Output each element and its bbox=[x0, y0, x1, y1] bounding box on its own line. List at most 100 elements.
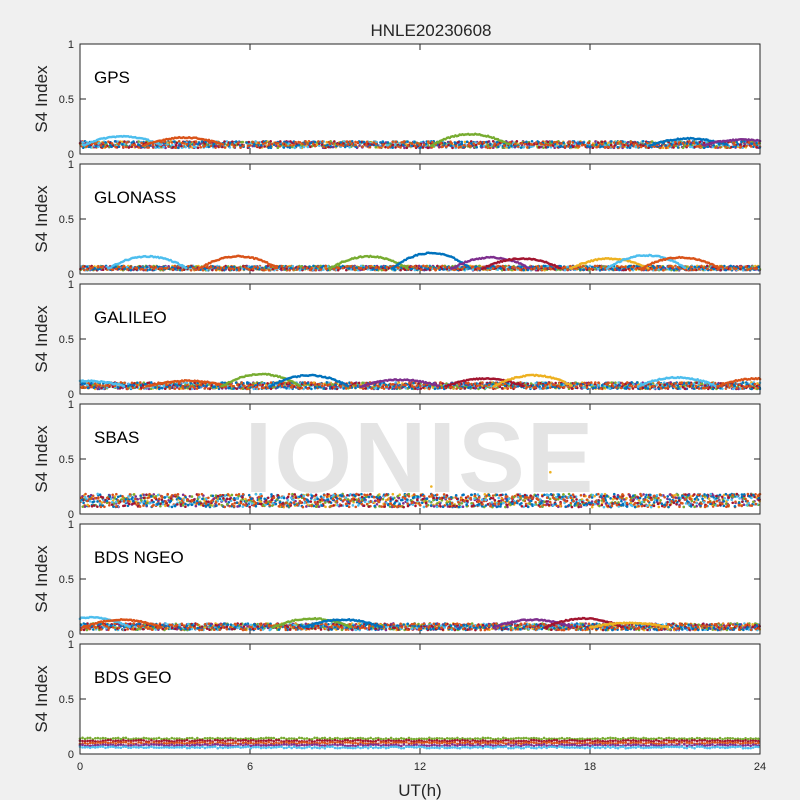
data-point bbox=[560, 142, 563, 145]
data-point bbox=[613, 268, 617, 271]
data-point bbox=[579, 268, 582, 271]
data-point bbox=[515, 139, 519, 143]
data-point bbox=[655, 266, 659, 270]
data-point bbox=[232, 145, 236, 148]
data-point bbox=[365, 143, 368, 147]
data-point bbox=[231, 267, 235, 271]
data-point bbox=[405, 146, 409, 150]
data-point bbox=[319, 268, 322, 271]
data-point bbox=[269, 145, 273, 148]
data-point bbox=[374, 145, 378, 149]
data-point bbox=[664, 146, 668, 150]
data-point bbox=[207, 145, 210, 149]
data-point bbox=[685, 142, 689, 145]
data-point bbox=[544, 264, 547, 268]
data-point bbox=[583, 143, 587, 147]
data-point bbox=[636, 145, 640, 148]
data-point bbox=[312, 264, 315, 268]
data-point bbox=[417, 264, 421, 268]
data-point bbox=[733, 143, 736, 147]
data-point bbox=[308, 265, 311, 268]
data-point bbox=[101, 265, 105, 268]
data-point bbox=[729, 264, 733, 268]
data-point bbox=[543, 143, 547, 147]
data-point bbox=[621, 145, 625, 148]
data-point bbox=[156, 145, 159, 148]
data-point bbox=[339, 143, 343, 147]
data-point bbox=[200, 140, 204, 143]
data-point bbox=[610, 140, 613, 143]
data-point bbox=[641, 139, 645, 143]
data-point bbox=[639, 143, 642, 146]
data-point bbox=[110, 145, 113, 149]
data-point bbox=[502, 144, 506, 148]
data-point bbox=[292, 143, 295, 147]
data-point bbox=[242, 268, 246, 271]
data-point bbox=[427, 140, 430, 143]
data-point bbox=[263, 141, 267, 145]
data-point bbox=[659, 146, 662, 150]
data-point bbox=[739, 265, 743, 269]
data-point bbox=[350, 140, 354, 143]
data-point bbox=[96, 265, 100, 269]
data-point bbox=[693, 268, 696, 271]
data-point bbox=[401, 143, 405, 147]
data-point bbox=[400, 141, 403, 144]
data-point bbox=[159, 143, 163, 146]
data-point bbox=[478, 141, 482, 145]
data-point bbox=[397, 145, 400, 148]
data-point bbox=[699, 144, 702, 148]
data-point bbox=[460, 142, 464, 146]
data-point bbox=[140, 141, 143, 145]
data-point bbox=[185, 142, 189, 146]
data-point bbox=[218, 145, 222, 148]
data-point bbox=[619, 140, 623, 144]
data-point bbox=[129, 266, 132, 270]
panel-label: GLONASS bbox=[94, 188, 176, 207]
data-point bbox=[582, 141, 586, 144]
data-point bbox=[689, 143, 692, 146]
data-point bbox=[726, 146, 729, 149]
data-point bbox=[596, 264, 599, 268]
data-point bbox=[599, 265, 603, 269]
data-point bbox=[350, 142, 354, 146]
data-point bbox=[554, 144, 557, 148]
data-point bbox=[628, 268, 632, 272]
data-point bbox=[206, 265, 209, 269]
data-point bbox=[348, 140, 352, 143]
data-point bbox=[122, 265, 126, 268]
data-point bbox=[484, 145, 488, 149]
data-point bbox=[391, 146, 394, 149]
data-point bbox=[685, 144, 689, 148]
data-point bbox=[600, 145, 604, 148]
data-point bbox=[378, 146, 382, 149]
data-point bbox=[275, 266, 279, 270]
data-point bbox=[278, 145, 282, 148]
data-point bbox=[616, 145, 619, 149]
data-point bbox=[426, 146, 430, 150]
data-point bbox=[285, 265, 289, 268]
data-point bbox=[403, 146, 406, 150]
data-point bbox=[744, 265, 748, 268]
data-point bbox=[546, 143, 550, 147]
data-point bbox=[322, 268, 325, 271]
data-point bbox=[391, 143, 395, 146]
data-point bbox=[672, 143, 676, 147]
data-point bbox=[223, 146, 227, 149]
data-point bbox=[426, 267, 429, 271]
data-point bbox=[629, 140, 633, 144]
data-point bbox=[527, 266, 531, 270]
data-point bbox=[597, 145, 600, 148]
data-point bbox=[530, 139, 534, 143]
data-point bbox=[607, 141, 610, 145]
data-point bbox=[388, 145, 392, 148]
data-point bbox=[540, 265, 543, 268]
data-point bbox=[117, 142, 120, 146]
data-point bbox=[211, 268, 214, 272]
data-point bbox=[222, 266, 226, 270]
data-point bbox=[320, 143, 324, 146]
data-point bbox=[671, 266, 675, 269]
data-point bbox=[624, 143, 628, 146]
data-point bbox=[144, 268, 148, 272]
